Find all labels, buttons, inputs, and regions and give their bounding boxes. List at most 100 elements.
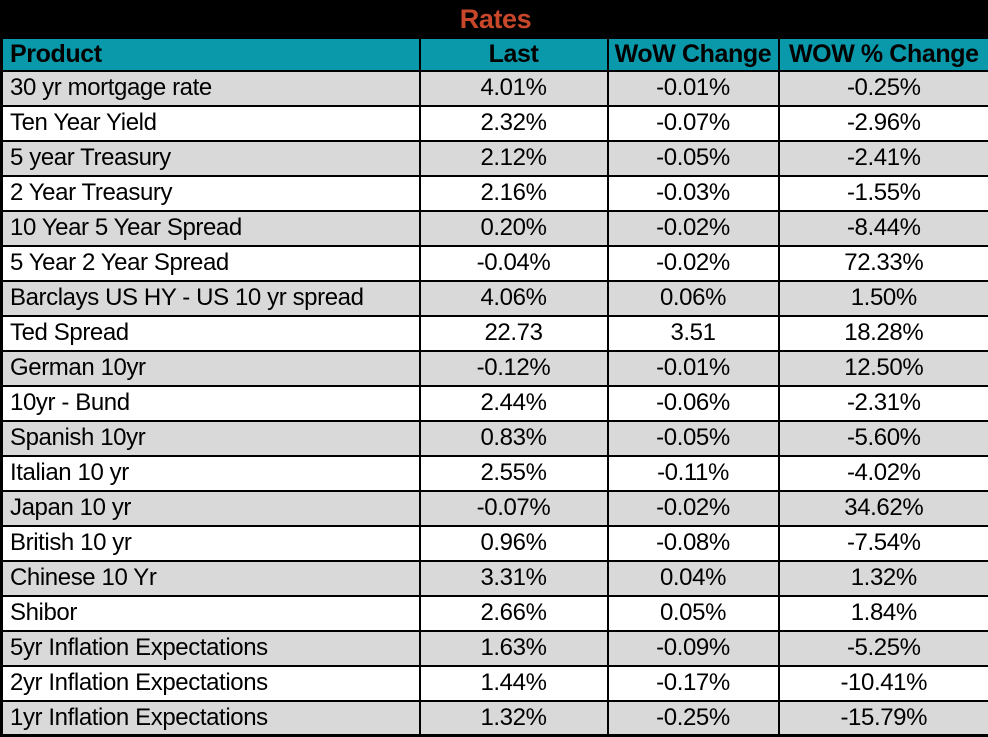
table-title: Rates	[1, 1, 988, 39]
cell-product: 5 Year 2 Year Spread	[0, 244, 421, 282]
column-header-product: Product	[0, 36, 421, 72]
cell-last: 1.32%	[418, 699, 609, 737]
cell-wow-pct-change: 34.62%	[777, 489, 988, 527]
cell-last: -0.12%	[418, 349, 609, 387]
cell-product: 5yr Inflation Expectations	[0, 629, 421, 667]
cell-wow-pct-change: 1.50%	[777, 279, 988, 317]
cell-product: Barclays US HY - US 10 yr spread	[0, 279, 421, 317]
cell-wow-pct-change: -8.44%	[777, 209, 988, 247]
cell-last: 3.31%	[418, 559, 609, 597]
cell-product: 2 Year Treasury	[0, 174, 421, 212]
cell-last: 0.96%	[418, 524, 609, 562]
table-row: 30 yr mortgage rate 4.01% -0.01% -0.25%	[0, 69, 988, 107]
cell-product: British 10 yr	[0, 524, 421, 562]
column-header-last: Last	[418, 36, 609, 72]
cell-wow-pct-change: -2.96%	[777, 104, 988, 142]
cell-wow-change: -0.01%	[606, 69, 780, 107]
table-row: 2 Year Treasury 2.16% -0.03% -1.55%	[0, 174, 988, 212]
header-row: Product Last WoW Change WOW % Change	[0, 36, 988, 72]
cell-wow-pct-change: 1.84%	[777, 594, 988, 632]
table-row: Ted Spread 22.73 3.51 18.28%	[0, 314, 988, 352]
cell-wow-change: 0.04%	[606, 559, 780, 597]
table-row: Chinese 10 Yr 3.31% 0.04% 1.32%	[0, 559, 988, 597]
table-row: Barclays US HY - US 10 yr spread 4.06% 0.0…	[0, 279, 988, 317]
cell-wow-change: -0.05%	[606, 419, 780, 457]
cell-last: 0.20%	[418, 209, 609, 247]
column-header-wow-pct-change: WOW % Change	[777, 36, 988, 72]
cell-wow-change: -0.06%	[606, 384, 780, 422]
table-row: Shibor 2.66% 0.05% 1.84%	[0, 594, 988, 632]
cell-wow-pct-change: -5.25%	[777, 629, 988, 667]
cell-wow-pct-change: -2.41%	[777, 139, 988, 177]
cell-wow-change: -0.17%	[606, 664, 780, 702]
cell-wow-change: -0.02%	[606, 209, 780, 247]
cell-product: 10 Year 5 Year Spread	[0, 209, 421, 247]
cell-last: 2.32%	[418, 104, 609, 142]
cell-last: 4.06%	[418, 279, 609, 317]
cell-last: 0.83%	[418, 419, 609, 457]
cell-wow-change: 0.05%	[606, 594, 780, 632]
cell-wow-change: -0.11%	[606, 454, 780, 492]
table-row: 10yr - Bund 2.44% -0.06% -2.31%	[0, 384, 988, 422]
cell-wow-pct-change: -10.41%	[777, 664, 988, 702]
title-row: Rates	[1, 1, 988, 39]
cell-last: -0.07%	[418, 489, 609, 527]
cell-wow-change: -0.02%	[606, 244, 780, 282]
cell-wow-change: -0.07%	[606, 104, 780, 142]
cell-wow-pct-change: -7.54%	[777, 524, 988, 562]
cell-wow-change: -0.01%	[606, 349, 780, 387]
table-row: 5yr Inflation Expectations 1.63% -0.09% -5.…	[0, 629, 988, 667]
cell-wow-pct-change: 12.50%	[777, 349, 988, 387]
cell-wow-change: -0.02%	[606, 489, 780, 527]
cell-last: 2.66%	[418, 594, 609, 632]
table-row: Ten Year Yield 2.32% -0.07% -2.96%	[0, 104, 988, 142]
cell-wow-change: -0.08%	[606, 524, 780, 562]
cell-last: 2.16%	[418, 174, 609, 212]
table-row: 1yr Inflation Expectations 1.32% -0.25% -15…	[0, 699, 988, 737]
cell-last: -0.04%	[418, 244, 609, 282]
cell-product: 2yr Inflation Expectations	[0, 664, 421, 702]
cell-last: 4.01%	[418, 69, 609, 107]
cell-wow-change: -0.09%	[606, 629, 780, 667]
cell-product: German 10yr	[0, 349, 421, 387]
table-row: 5 Year 2 Year Spread -0.04% -0.02% 72.33%	[0, 244, 988, 282]
cell-last: 1.63%	[418, 629, 609, 667]
cell-product: Ten Year Yield	[0, 104, 421, 142]
cell-last: 22.73	[418, 314, 609, 352]
cell-product: Chinese 10 Yr	[0, 559, 421, 597]
cell-wow-pct-change: -0.25%	[777, 69, 988, 107]
cell-last: 2.12%	[418, 139, 609, 177]
cell-product: Shibor	[0, 594, 421, 632]
cell-product: 1yr Inflation Expectations	[0, 699, 421, 737]
cell-wow-change: -0.05%	[606, 139, 780, 177]
table-row: British 10 yr 0.96% -0.08% -7.54%	[0, 524, 988, 562]
table-row: Italian 10 yr 2.55% -0.11% -4.02%	[0, 454, 988, 492]
table-row: 5 year Treasury 2.12% -0.05% -2.41%	[0, 139, 988, 177]
table-row: German 10yr -0.12% -0.01% 12.50%	[0, 349, 988, 387]
cell-product: 5 year Treasury	[0, 139, 421, 177]
table-body: 30 yr mortgage rate 4.01% -0.01% -0.25% Ten …	[0, 69, 988, 737]
cell-last: 1.44%	[418, 664, 609, 702]
column-header-wow-change: WoW Change	[606, 36, 780, 72]
table-row: Spanish 10yr 0.83% -0.05% -5.60%	[0, 419, 988, 457]
cell-wow-pct-change: -5.60%	[777, 419, 988, 457]
cell-wow-change: 0.06%	[606, 279, 780, 317]
cell-last: 2.44%	[418, 384, 609, 422]
cell-wow-change: 3.51	[606, 314, 780, 352]
cell-wow-change: -0.03%	[606, 174, 780, 212]
cell-product: 10yr - Bund	[0, 384, 421, 422]
cell-wow-pct-change: -2.31%	[777, 384, 988, 422]
cell-last: 2.55%	[418, 454, 609, 492]
cell-product: 30 yr mortgage rate	[0, 69, 421, 107]
cell-product: Japan 10 yr	[0, 489, 421, 527]
cell-product: Spanish 10yr	[0, 419, 421, 457]
cell-wow-pct-change: 1.32%	[777, 559, 988, 597]
table-row: Japan 10 yr -0.07% -0.02% 34.62%	[0, 489, 988, 527]
cell-wow-change: -0.25%	[606, 699, 780, 737]
cell-wow-pct-change: 72.33%	[777, 244, 988, 282]
cell-wow-pct-change: -15.79%	[777, 699, 988, 737]
cell-wow-pct-change: -4.02%	[777, 454, 988, 492]
cell-product: Ted Spread	[0, 314, 421, 352]
table-row: 10 Year 5 Year Spread 0.20% -0.02% -8.44%	[0, 209, 988, 247]
